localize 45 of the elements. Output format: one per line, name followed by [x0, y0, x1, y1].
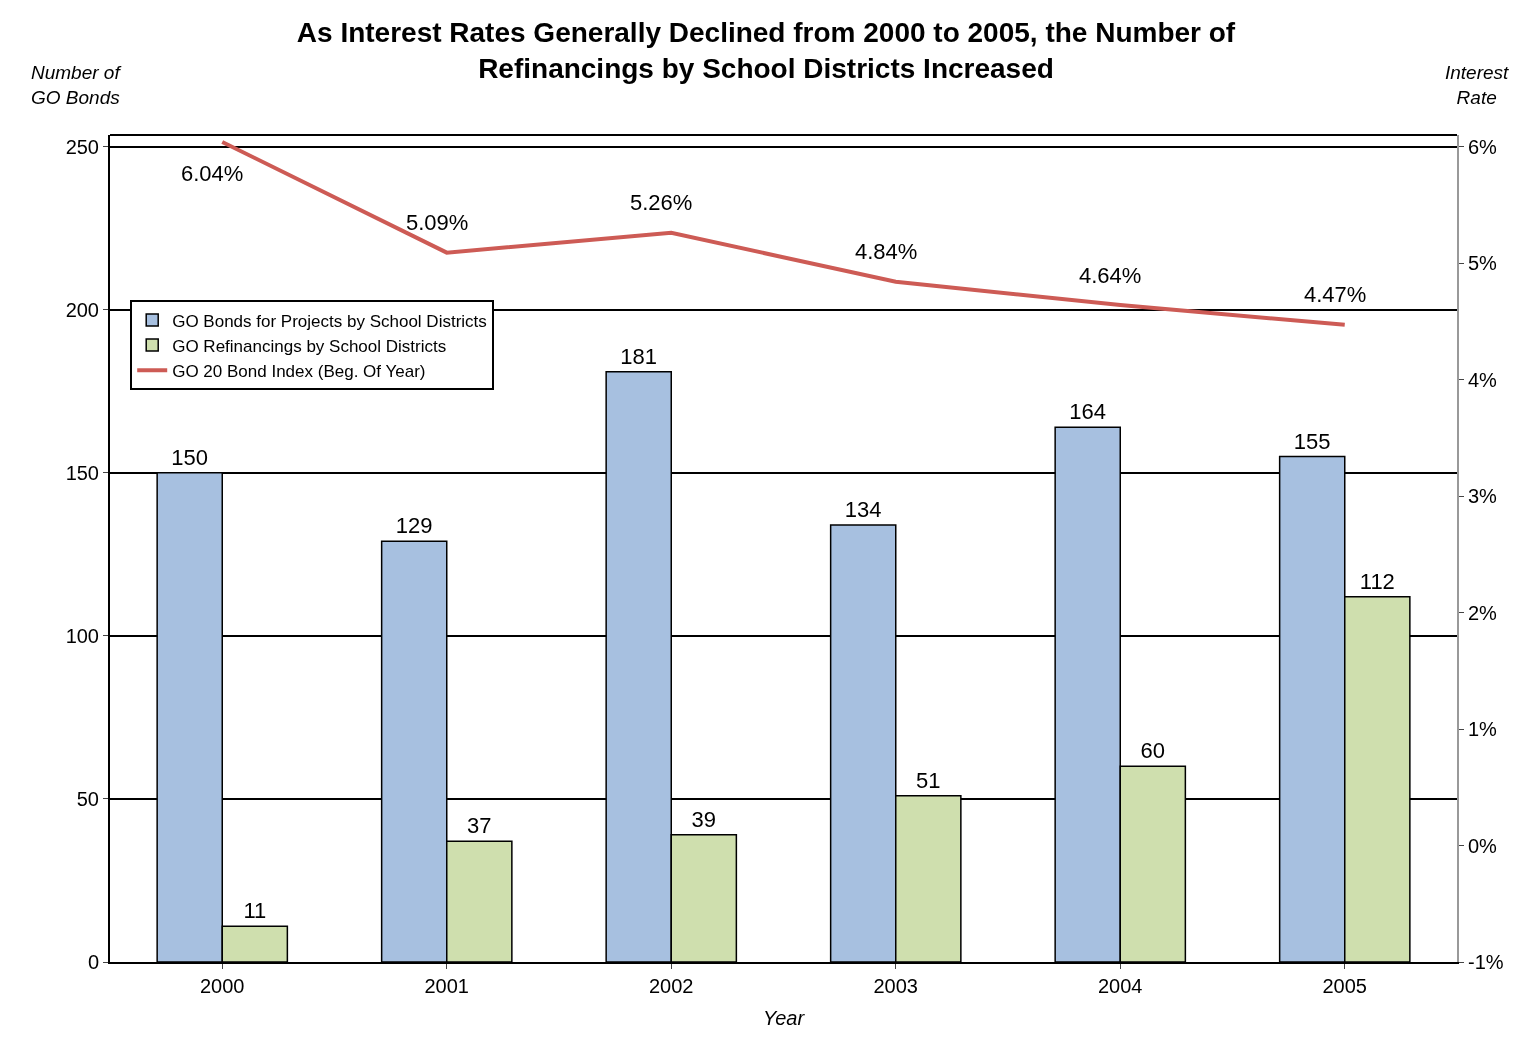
legend-label: GO Refinancings by School Districts: [172, 336, 447, 356]
data-label: 39: [691, 806, 717, 832]
data-label: 155: [1293, 428, 1331, 454]
y2-tick-label: 4%: [1468, 368, 1498, 391]
data-label: 37: [467, 813, 492, 839]
data-label: 4.47%: [1304, 282, 1367, 307]
y-tick-label: 0: [87, 951, 99, 973]
data-label: 134: [844, 497, 882, 523]
y-axis-title: Number of GO Bonds: [31, 62, 122, 108]
x-tick-label: 2001: [424, 975, 469, 997]
y2-axis-title: Interest Rate: [1445, 62, 1510, 108]
y2-tick-label: 2%: [1468, 601, 1498, 624]
y2-tick-label: 3%: [1468, 485, 1498, 508]
x-axis-title: Year: [762, 1007, 806, 1029]
data-label: 4.84%: [855, 239, 918, 264]
x-tick-label: 2002: [649, 975, 694, 997]
data-label: 112: [1359, 568, 1395, 594]
x-tick-label: 2003: [873, 975, 918, 997]
y2-tick-label: 6%: [1468, 135, 1498, 158]
x-tick-label: 2005: [1322, 975, 1367, 997]
data-label: 60: [1140, 738, 1166, 764]
y2-tick-label: -1%: [1468, 951, 1504, 973]
legend-label: GO Bonds for Projects by School Districts: [172, 311, 487, 331]
chart-title: As Interest Rates Generally Declined from 2000 to 2005, the Number of Refinancings by School Districts Increased: [296, 16, 1236, 85]
y-tick-label: 50: [76, 787, 99, 810]
y2-tick-label: 5%: [1468, 252, 1498, 275]
data-label: 150: [171, 444, 209, 470]
data-label: 164: [1069, 399, 1107, 425]
y2-tick-label: 1%: [1468, 718, 1498, 741]
y-tick-label: 150: [65, 461, 99, 484]
y-tick-label: 100: [65, 624, 99, 647]
x-tick-label: 2004: [1098, 975, 1143, 997]
y-tick-label: 200: [65, 298, 99, 321]
data-label: 129: [395, 513, 433, 539]
data-label: 6.04%: [181, 161, 244, 186]
data-label: 51: [916, 767, 941, 793]
data-label: 4.64%: [1079, 263, 1142, 288]
y2-tick-label: 0%: [1468, 834, 1498, 857]
data-label: 5.09%: [406, 210, 469, 235]
x-tick-label: 2000: [200, 975, 245, 997]
y-tick-label: 250: [65, 135, 99, 158]
data-label: 5.26%: [630, 190, 693, 215]
data-label: 11: [243, 898, 267, 924]
data-label: 181: [620, 343, 658, 369]
legend-label: GO 20 Bond Index (Beg. Of Year): [172, 361, 426, 381]
